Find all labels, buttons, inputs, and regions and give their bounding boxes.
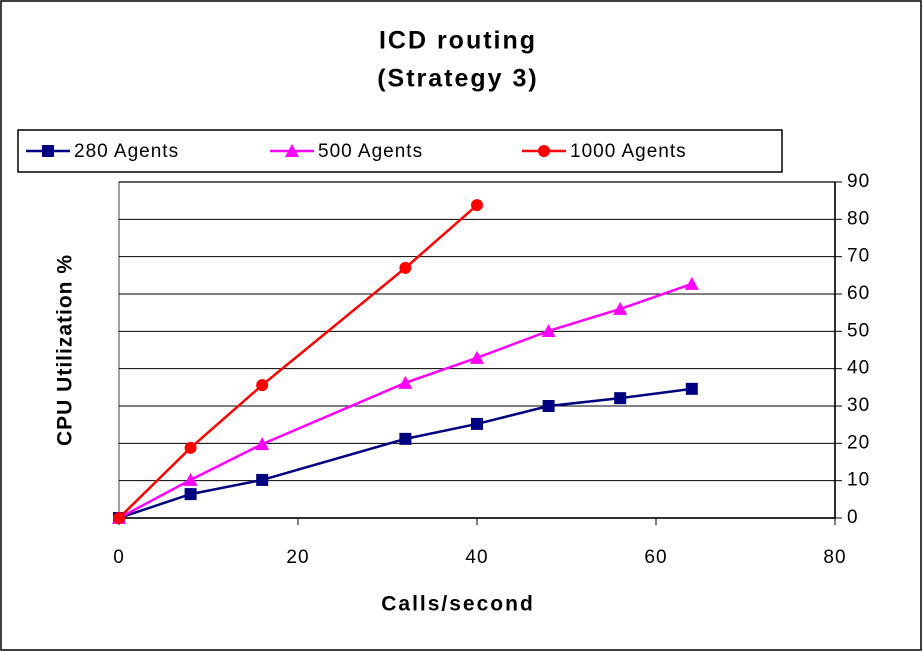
plot-area	[118, 181, 836, 519]
y-tick-label: 10	[847, 470, 870, 491]
y-tick-label: 50	[847, 320, 870, 341]
marker	[684, 276, 699, 290]
marker	[184, 488, 197, 501]
marker	[685, 382, 698, 395]
marker	[398, 375, 413, 389]
marker	[113, 512, 125, 524]
y-tick-label: 80	[847, 208, 870, 229]
y-axis-title: CPU Utilization %	[54, 254, 77, 446]
series-line	[118, 282, 693, 520]
y-tick-label: 40	[847, 358, 870, 379]
y-tick-label: 90	[847, 171, 870, 192]
legend-label: 280 Agents	[74, 141, 179, 162]
legend-marker	[42, 145, 54, 157]
x-tick-label: 40	[465, 547, 488, 568]
marker	[256, 473, 269, 486]
x-tick-label: 80	[823, 547, 846, 568]
marker	[183, 472, 198, 486]
y-tick-label: 30	[847, 395, 870, 416]
chart-subtitle: (Strategy 3)	[377, 65, 539, 93]
y-tick-label: 0	[847, 507, 859, 528]
legend-box	[17, 129, 783, 173]
x-tick-label: 20	[286, 547, 309, 568]
marker	[470, 350, 484, 364]
legend-marker	[538, 145, 550, 157]
marker	[613, 301, 628, 315]
legend-marker	[285, 144, 299, 157]
legend-label: 1000 Agents	[570, 141, 687, 162]
marker	[399, 432, 412, 445]
legend: 280 Agents 500 Agents 1000 Agents	[17, 129, 783, 173]
y-tick-label: 60	[847, 283, 870, 304]
marker	[614, 392, 627, 405]
marker	[541, 323, 556, 337]
chart-title: ICD routing	[379, 27, 537, 55]
legend-label: 500 Agents	[318, 141, 423, 162]
x-axis-title: Calls/second	[381, 593, 535, 616]
marker	[471, 417, 483, 430]
series-line	[118, 387, 692, 520]
marker	[471, 199, 483, 212]
marker	[255, 437, 270, 451]
marker	[399, 261, 412, 274]
y-tick-label: 20	[847, 432, 870, 453]
x-tick-label: 60	[644, 547, 667, 568]
marker	[542, 400, 555, 412]
marker	[184, 441, 197, 454]
marker	[256, 379, 269, 392]
x-tick-label: 0	[113, 547, 125, 568]
y-tick-label: 70	[847, 246, 870, 267]
